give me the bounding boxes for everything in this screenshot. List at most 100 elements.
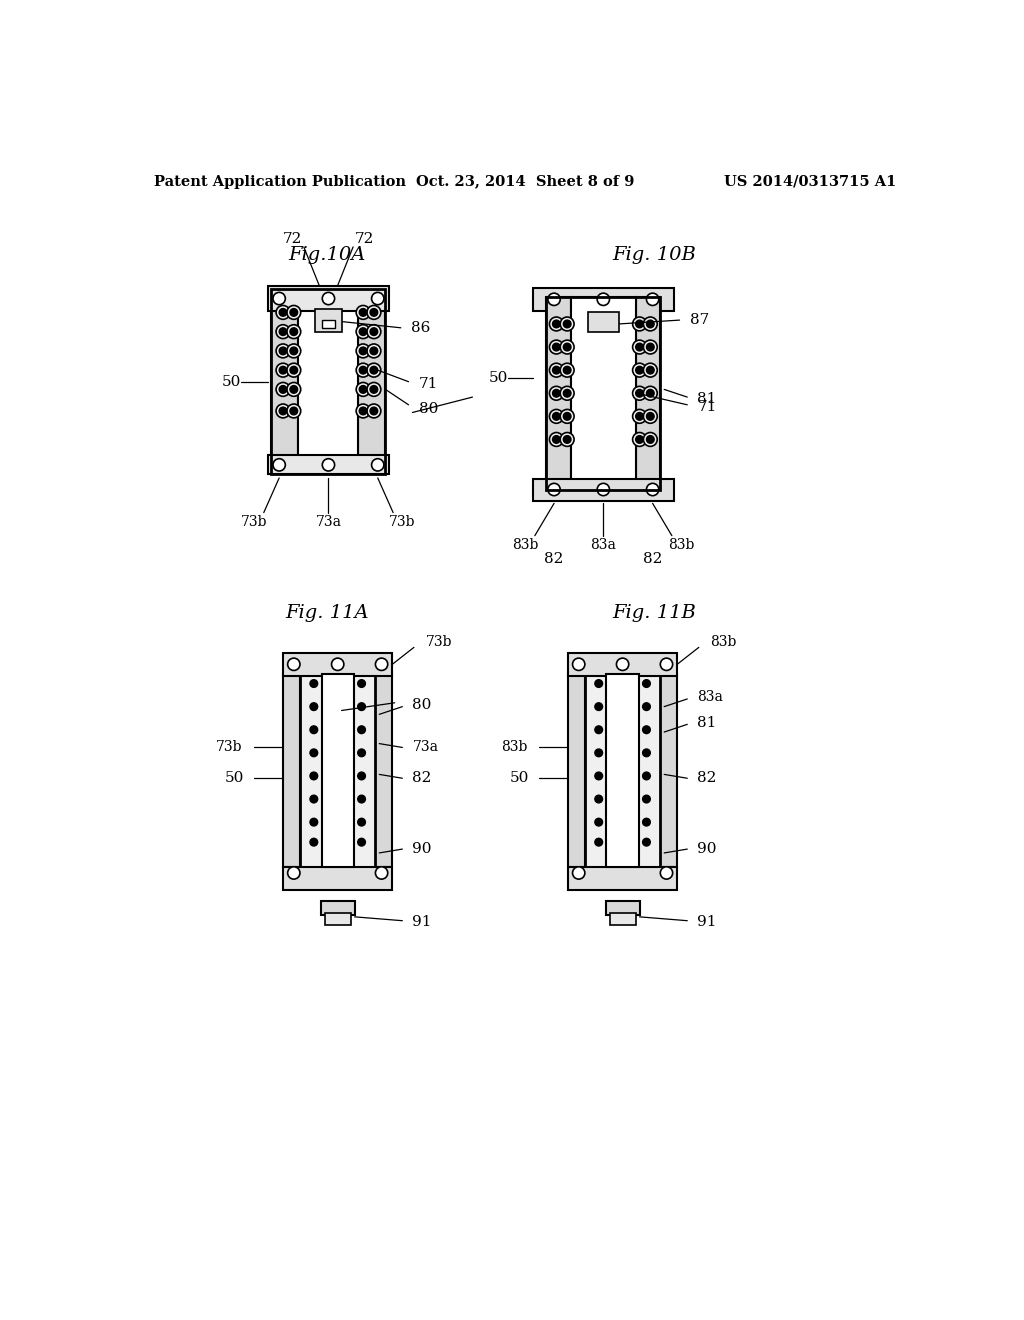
Text: 82: 82 (413, 771, 432, 785)
Circle shape (310, 680, 317, 688)
Circle shape (280, 407, 287, 414)
Circle shape (595, 838, 602, 846)
Circle shape (636, 436, 643, 444)
Circle shape (595, 818, 602, 826)
Bar (588, 313, 618, 331)
Text: 80: 80 (419, 401, 438, 416)
Circle shape (563, 367, 571, 374)
Circle shape (376, 659, 388, 671)
Circle shape (553, 343, 560, 351)
Bar (660, 675, 677, 867)
Bar (283, 675, 300, 867)
Circle shape (646, 293, 658, 305)
Circle shape (367, 345, 381, 358)
Text: 83b: 83b (501, 741, 527, 755)
Circle shape (370, 367, 378, 374)
Text: 82: 82 (643, 552, 663, 566)
Circle shape (633, 387, 646, 400)
Circle shape (359, 385, 367, 393)
Text: 73a: 73a (315, 515, 341, 529)
Text: 87: 87 (689, 313, 709, 327)
Circle shape (357, 726, 366, 734)
Circle shape (553, 367, 560, 374)
Circle shape (367, 325, 381, 339)
Circle shape (287, 404, 301, 418)
Circle shape (560, 409, 574, 424)
Circle shape (357, 838, 366, 846)
Circle shape (359, 407, 367, 414)
Circle shape (643, 341, 657, 354)
Circle shape (633, 433, 646, 446)
Circle shape (646, 436, 654, 444)
Circle shape (636, 343, 643, 351)
Circle shape (643, 680, 650, 688)
Circle shape (553, 413, 560, 420)
Circle shape (290, 367, 298, 374)
Circle shape (636, 367, 643, 374)
Circle shape (280, 327, 287, 335)
Circle shape (572, 659, 585, 671)
Text: 73b: 73b (216, 741, 243, 755)
Bar (376, 675, 392, 867)
Circle shape (643, 838, 650, 846)
Circle shape (356, 345, 370, 358)
Circle shape (287, 345, 301, 358)
Circle shape (359, 309, 367, 317)
Text: 90: 90 (697, 842, 717, 857)
Circle shape (357, 748, 366, 756)
Circle shape (643, 795, 650, 803)
Circle shape (643, 433, 657, 446)
Text: 80: 80 (413, 698, 432, 711)
Bar (532, 288, 674, 312)
Circle shape (359, 327, 367, 335)
Circle shape (560, 433, 574, 446)
Circle shape (660, 867, 673, 879)
Circle shape (357, 772, 366, 780)
Bar (314, 309, 342, 331)
Text: 50: 50 (224, 771, 244, 785)
Text: US 2014/0313715 A1: US 2014/0313715 A1 (724, 174, 896, 189)
Circle shape (550, 363, 563, 378)
Circle shape (553, 389, 560, 397)
Circle shape (356, 383, 370, 396)
Bar (547, 297, 571, 490)
Text: 91: 91 (413, 915, 432, 929)
Circle shape (370, 327, 378, 335)
Bar (283, 867, 392, 890)
Text: 73b: 73b (242, 515, 268, 529)
Text: Patent Application Publication: Patent Application Publication (154, 174, 406, 189)
Circle shape (357, 818, 366, 826)
Text: 81: 81 (697, 392, 717, 407)
Circle shape (646, 483, 658, 495)
Circle shape (276, 305, 290, 319)
Bar (636, 297, 660, 490)
Circle shape (357, 702, 366, 710)
Circle shape (633, 341, 646, 354)
Bar (547, 297, 660, 490)
Circle shape (595, 680, 602, 688)
Text: 83a: 83a (591, 539, 616, 552)
Circle shape (550, 341, 563, 354)
Circle shape (356, 305, 370, 319)
Circle shape (633, 409, 646, 424)
Text: 71: 71 (697, 400, 717, 414)
Circle shape (310, 838, 317, 846)
Circle shape (310, 772, 317, 780)
Circle shape (643, 726, 650, 734)
Circle shape (660, 659, 673, 671)
Bar (585, 659, 660, 882)
Circle shape (643, 702, 650, 710)
Circle shape (367, 404, 381, 418)
Circle shape (548, 293, 560, 305)
Circle shape (290, 327, 298, 335)
Circle shape (595, 772, 602, 780)
Circle shape (646, 413, 654, 420)
Circle shape (372, 459, 384, 471)
Circle shape (646, 343, 654, 351)
Text: Oct. 23, 2014  Sheet 8 of 9: Oct. 23, 2014 Sheet 8 of 9 (416, 174, 634, 189)
Circle shape (310, 748, 317, 756)
Text: 86: 86 (411, 321, 430, 335)
Circle shape (633, 317, 646, 331)
Circle shape (643, 818, 650, 826)
Circle shape (357, 795, 366, 803)
